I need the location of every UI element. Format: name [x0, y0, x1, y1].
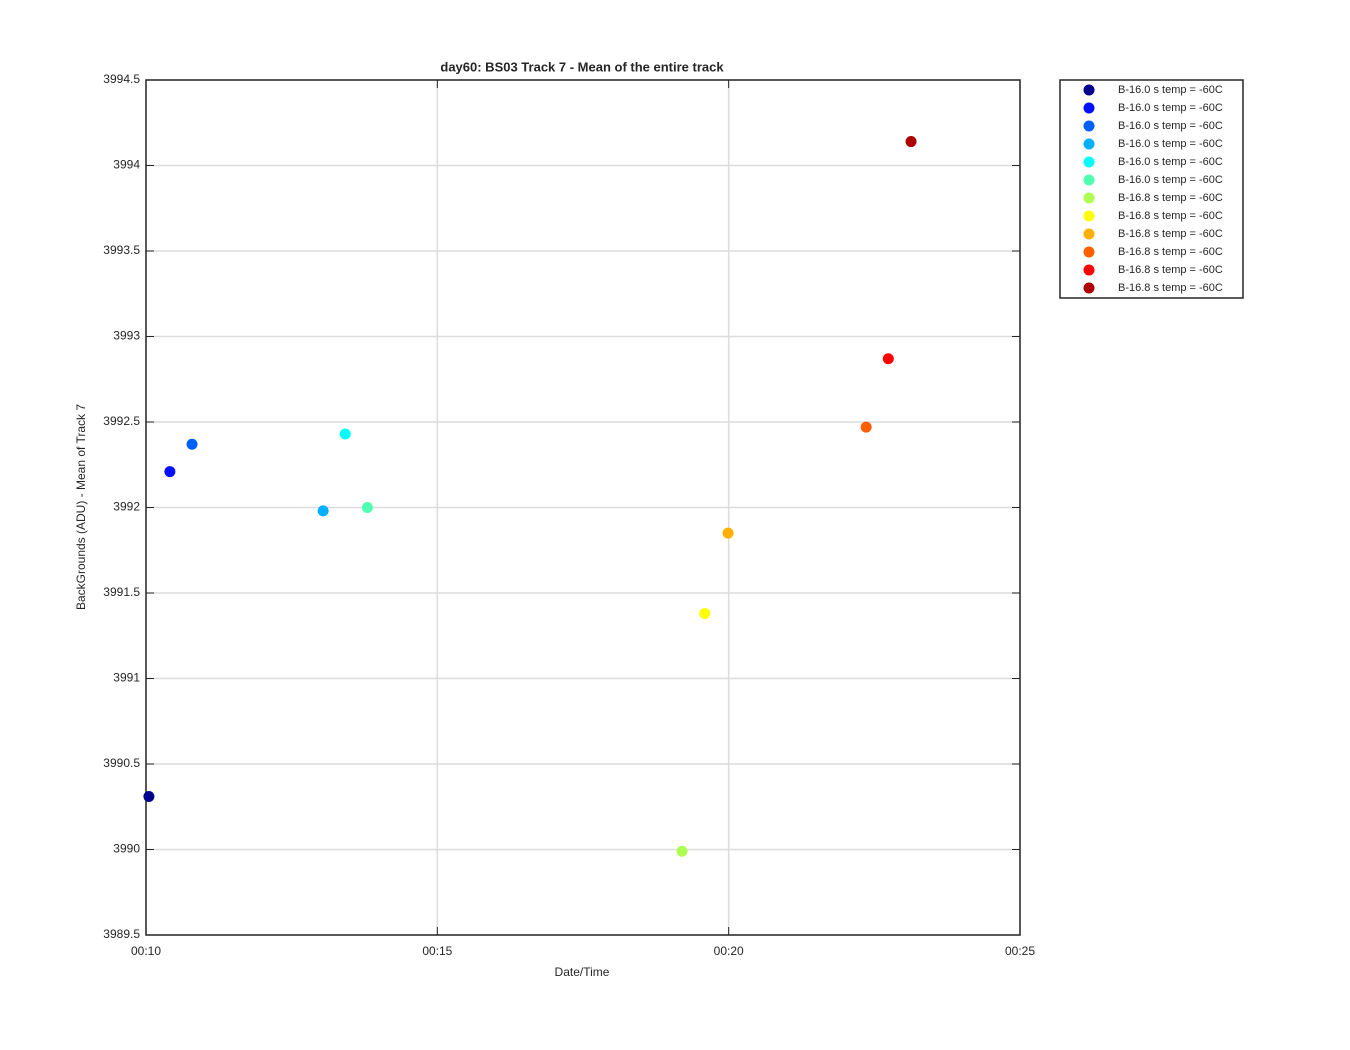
- legend-marker: [1083, 156, 1095, 168]
- legend-label: B-16.0 s temp = -60C: [1118, 156, 1223, 168]
- y-tick-label: 3992: [113, 500, 140, 514]
- scatter-point: [186, 438, 198, 450]
- legend-label: B-16.8 s temp = -60C: [1118, 228, 1223, 240]
- y-tick-label: 3991.5: [103, 585, 140, 599]
- x-axis-label: Date/Time: [555, 965, 610, 979]
- scatter-point: [699, 608, 711, 620]
- legend-marker: [1083, 282, 1095, 294]
- scatter-point: [860, 421, 872, 433]
- y-tick-label: 3994: [113, 158, 140, 172]
- legend-label: B-16.0 s temp = -60C: [1118, 120, 1223, 132]
- legend-label: B-16.8 s temp = -60C: [1118, 282, 1223, 294]
- x-tick-label: 00:15: [422, 944, 452, 958]
- legend-label: B-16.8 s temp = -60C: [1118, 246, 1223, 258]
- scatter-point: [905, 136, 917, 148]
- legend-marker: [1083, 264, 1095, 276]
- legend-marker: [1083, 102, 1095, 114]
- scatter-point: [722, 527, 734, 539]
- chart-title: day60: BS03 Track 7 - Mean of the entire…: [440, 59, 724, 74]
- scatter-point: [143, 790, 155, 802]
- legend-marker: [1083, 174, 1095, 186]
- x-tick-label: 00:20: [714, 944, 744, 958]
- legend-label: B-16.8 s temp = -60C: [1118, 264, 1223, 276]
- x-tick-label: 00:25: [1005, 944, 1035, 958]
- scatter-point: [339, 428, 351, 440]
- scatter-point: [361, 502, 373, 513]
- scatter-point: [676, 845, 688, 857]
- legend-label: B-16.8 s temp = -60C: [1118, 192, 1223, 204]
- scatter-point: [317, 505, 329, 517]
- y-axis-label: BackGrounds (ADU) - Mean of Track 7: [74, 404, 88, 610]
- scatter-point: [164, 466, 176, 478]
- y-tick-label: 3994.5: [103, 72, 140, 86]
- legend-label: B-16.8 s temp = -60C: [1118, 210, 1223, 222]
- legend-label: B-16.0 s temp = -60C: [1118, 84, 1223, 96]
- legend-label: B-16.0 s temp = -60C: [1118, 138, 1223, 150]
- legend-marker: [1083, 84, 1095, 96]
- legend-label: B-16.0 s temp = -60C: [1118, 174, 1223, 186]
- legend-box: [1059, 79, 1244, 299]
- legend-marker: [1083, 210, 1095, 222]
- legend-marker: [1083, 120, 1095, 132]
- y-tick-label: 3990: [113, 842, 140, 856]
- legend-marker: [1083, 192, 1095, 204]
- y-tick-label: 3990.5: [103, 756, 140, 770]
- legend-marker: [1083, 228, 1095, 240]
- y-tick-label: 3993: [113, 329, 140, 343]
- legend-marker: [1083, 138, 1095, 150]
- x-tick-label: 00:10: [131, 944, 161, 958]
- y-tick-label: 3989.5: [103, 927, 140, 941]
- y-tick-label: 3992.5: [103, 414, 140, 428]
- y-tick-label: 3993.5: [103, 243, 140, 257]
- legend-label: B-16.0 s temp = -60C: [1118, 102, 1223, 114]
- y-tick-label: 3991: [113, 671, 140, 685]
- legend-marker: [1083, 246, 1095, 258]
- scatter-point: [882, 353, 894, 365]
